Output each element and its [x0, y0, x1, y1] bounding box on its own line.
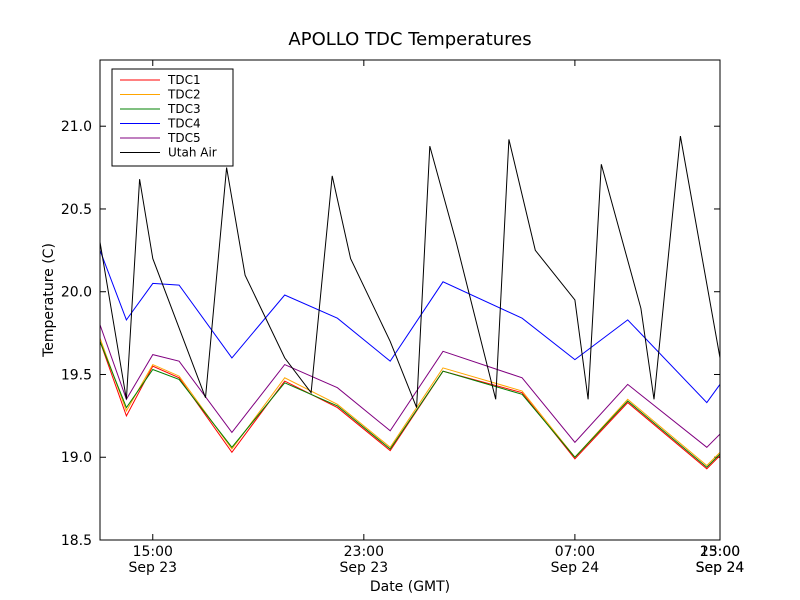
x-tick-date-label: Sep 23 — [340, 560, 389, 576]
x-tick-time-label: 07:00 — [555, 544, 595, 560]
series-line-tdc5 — [100, 324, 720, 448]
legend-label: TDC5 — [167, 131, 201, 145]
legend-label: TDC4 — [167, 117, 201, 131]
y-tick-label: 21.0 — [61, 119, 92, 135]
legend-label: TDC1 — [167, 73, 201, 87]
x-tick-time-label: 15:00 — [133, 544, 173, 560]
x-tick-time-label: 15:00 — [700, 544, 740, 560]
x-tick-date-label: Sep 24 — [551, 560, 600, 576]
x-tick-date-label: Sep 23 — [128, 560, 177, 576]
x-tick-date-label: Sep 24 — [696, 560, 745, 576]
x-tick-date-label: Sep 24 — [696, 560, 745, 576]
y-tick-label: 20.5 — [61, 202, 92, 218]
y-tick-label: 20.0 — [61, 285, 92, 301]
series-line-tdc3 — [100, 341, 720, 468]
plot-frame — [99, 59, 721, 541]
series-layer — [100, 136, 720, 470]
series-line-tdc4 — [100, 250, 720, 404]
y-tick-label: 18.5 — [61, 533, 92, 549]
series-line-tdc2 — [100, 337, 720, 467]
x-tick-time-label: 23:00 — [700, 544, 740, 560]
y-axis-ticks: 18.5 19.0 19.5 20.0 20.5 21.0 — [61, 119, 720, 549]
chart-title: APOLLO TDC Temperatures — [288, 29, 531, 50]
x-tick-time-label: 23:00 — [344, 544, 384, 560]
x-axis-label: Date (GMT) — [370, 579, 450, 595]
legend-label: TDC2 — [167, 88, 201, 102]
y-tick-label: 19.5 — [61, 367, 92, 383]
y-tick-label: 19.0 — [61, 450, 92, 466]
series-line-utah-air — [100, 136, 720, 408]
legend-box — [111, 68, 234, 167]
y-axis-label: Temperature (C) — [41, 243, 57, 358]
legend-label: Utah Air — [168, 146, 217, 160]
legend-label: TDC3 — [167, 102, 201, 116]
